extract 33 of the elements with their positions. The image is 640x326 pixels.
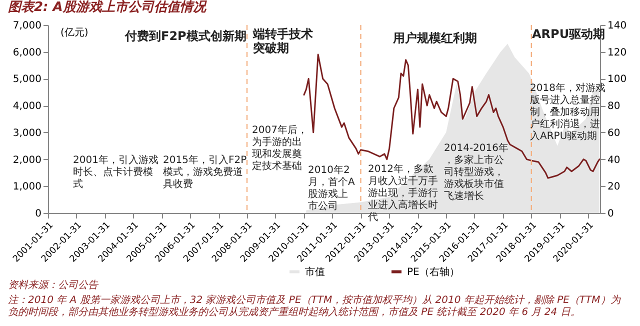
text: 资料来源：公司公告 [8,279,99,291]
y-tick-label: 4,000 [12,101,42,112]
y-tick-label: 0 [35,208,42,220]
y2-tick-label: 40 [608,154,620,166]
y2-tick-label: 20 [608,182,620,193]
y-tick-label: 7,000 [12,20,42,32]
annotation: 2018年，对游戏版号进入总量控制，叠加移动用户红利消退，进入ARPU驱动期 [530,82,606,142]
annotation: 用户规模红利期 [392,31,477,45]
y-tick-label: 5,000 [12,74,42,86]
annotation: 2007年后，为手游的出现和发展奠定技术基础 [252,124,308,172]
y2-tick-label: 0 [608,208,614,220]
y-tick-label: 3,000 [12,128,42,139]
annotation: 2012年，多款月收入过千万手游出现，手游行业进入高增长时代 [367,163,438,223]
y-tick-label: 6,000 [12,47,42,58]
annotation: 端转手技术突破期 [252,27,313,55]
annotation: 付费到F2P模式创新期 [124,29,246,43]
y2-tick-label: 80 [608,101,620,112]
annotation: 2010年2月，首个A股游戏上市公司 [308,164,355,212]
y2-tick-label: 60 [608,128,620,139]
annotation: 2015年，引入F2P模式，游戏免费道具收费 [163,154,247,190]
annotation: 2014-2016年，多家上市公司转型游戏，游戏板块市值飞速增长 [444,142,509,202]
y2-tick-label: 120 [608,47,627,58]
y-axis-title: (亿元) [60,28,88,38]
y-tick-label: 2,000 [12,154,42,166]
y2-tick-label: 100 [608,74,627,86]
text: 注：2010 年 A 股第一家游戏公司上市，32 家游戏公司市值及 PE（TTM，按市值加权平均）从 2010 年起开始统计，剔除 PE（TTM）为负的时间段，部分由其他业务转型游戏业务的公司从完成资产重组时起纳入统计范围，市值及 PE 统计截至 2020 年 6 月 24 日。 [8,294,622,318]
y2-tick-label: 140 [608,20,627,32]
y-tick-label: 1,000 [12,182,42,193]
annotation: ARPU驱动期 [532,27,606,41]
legend-label: PE（右轴） [407,266,460,278]
legend-label: 市值 [305,266,325,278]
chart-title: 图表2: A股游戏上市公司估值情况 [8,0,207,15]
annotation: 2001年，引入游戏时长、点卡计费模式 [73,154,158,190]
